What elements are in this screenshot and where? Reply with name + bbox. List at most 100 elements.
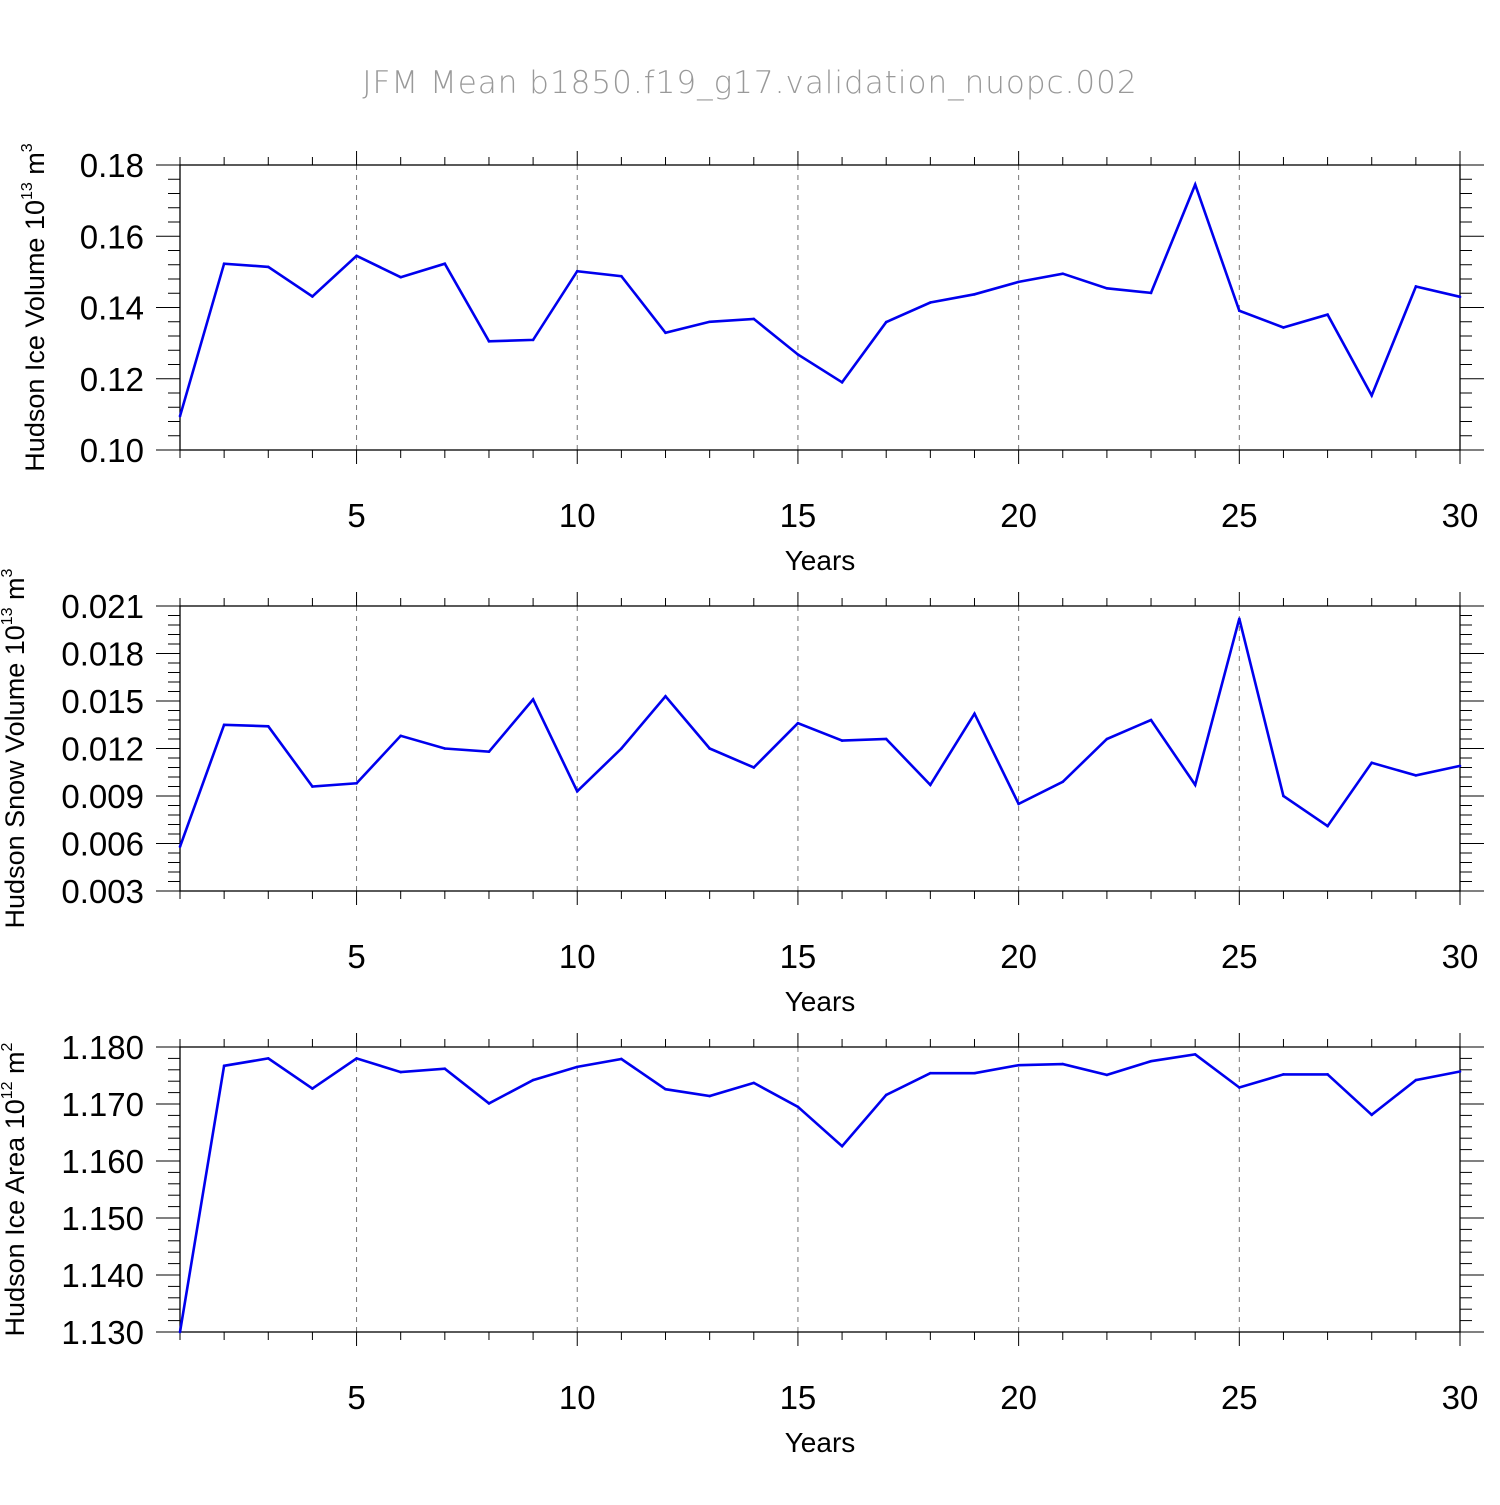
y-tick-label: 0.009 <box>61 778 144 815</box>
data-point <box>973 293 976 296</box>
y-tick-label: 1.140 <box>61 1257 144 1294</box>
data-point <box>1414 774 1418 777</box>
x-axis-label: Years <box>785 1427 856 1458</box>
data-point <box>884 320 888 324</box>
data-point <box>1370 1113 1374 1117</box>
x-tick-label: 25 <box>1221 1379 1258 1416</box>
data-point <box>973 1071 976 1075</box>
data-point <box>1017 802 1020 806</box>
y-tick-label: 0.10 <box>80 432 144 469</box>
data-point <box>1282 326 1285 329</box>
data-point <box>575 269 579 273</box>
data-point <box>1017 1063 1020 1067</box>
data-point <box>531 1078 535 1082</box>
data-point <box>884 1093 888 1097</box>
data-point <box>1105 286 1109 290</box>
plot-frame <box>179 1046 1461 1333</box>
data-point <box>1193 783 1197 787</box>
data-point <box>1282 794 1285 798</box>
data-point <box>222 1064 226 1068</box>
y-axis-label-unit-exponent: 2 <box>0 1042 16 1051</box>
x-axis-label: Years <box>785 545 856 576</box>
data-point <box>796 1105 800 1109</box>
data-point <box>708 320 711 324</box>
data-point <box>178 1330 182 1334</box>
y-axis-label-text: Hudson Ice Volume 10 <box>20 200 50 472</box>
y-axis-label: Hudson Ice Area 1012 m2 <box>0 1042 30 1336</box>
panel-3: 1.130 1.140 1.150 1.160 1.170 1.180 5 10 15 20 25 3… <box>0 1029 1484 1458</box>
data-point <box>531 698 535 701</box>
data-point <box>1326 313 1329 316</box>
y-axis-label-text: Hudson Snow Volume 10 <box>0 625 30 928</box>
data-point <box>708 747 711 750</box>
data-point <box>531 338 535 342</box>
x-tick-label: 10 <box>559 497 596 534</box>
data-point <box>1105 1073 1109 1077</box>
y-tick-label: 1.130 <box>61 1314 144 1351</box>
y-axis-label-text: Hudson Ice Area 10 <box>0 1099 30 1336</box>
x-tick-label: 30 <box>1442 497 1479 534</box>
data-point <box>664 331 667 335</box>
y-tick-label: 1.170 <box>61 1086 144 1123</box>
data-point <box>664 1087 667 1091</box>
x-tick-label: 20 <box>1000 938 1037 975</box>
data-point <box>752 766 756 769</box>
y-tick-label: 1.180 <box>61 1029 144 1066</box>
data-point <box>311 295 314 298</box>
y-tick-label: 1.150 <box>61 1200 144 1237</box>
data-point <box>443 262 447 265</box>
x-tick-label: 15 <box>780 497 817 534</box>
data-point <box>266 265 270 269</box>
panel-2: 0.003 0.006 0.009 0.012 0.015 0.018 0.021 5 10 15… <box>0 568 1484 1017</box>
data-point <box>752 317 756 321</box>
y-axis-label-unit: m <box>0 577 30 607</box>
data-point <box>840 739 844 742</box>
data-point <box>973 712 976 715</box>
data-point <box>840 381 844 384</box>
data-point <box>1149 718 1153 722</box>
x-tick-label: 30 <box>1442 1379 1479 1416</box>
y-axis-label-unit: m <box>0 1051 30 1081</box>
data-point <box>1061 272 1065 275</box>
data-point <box>796 721 800 725</box>
data-point <box>620 1057 623 1061</box>
data-point <box>1414 285 1418 288</box>
x-tick-label: 20 <box>1000 497 1037 534</box>
y-axis-label-exponent: 13 <box>19 182 36 200</box>
data-point <box>1414 1078 1418 1082</box>
y-tick-label: 0.018 <box>61 636 144 673</box>
data-point <box>1370 394 1374 397</box>
data-point <box>1238 309 1241 313</box>
data-point <box>796 353 800 356</box>
y-tick-label: 0.14 <box>80 290 144 327</box>
x-tick-label: 10 <box>559 1379 596 1416</box>
y-axis-label-exponent: 13 <box>0 607 16 625</box>
y-axis-label-unit-exponent: 3 <box>0 568 16 577</box>
data-point <box>1370 761 1374 765</box>
data-point <box>487 750 491 753</box>
y-tick-label: 0.015 <box>61 683 144 720</box>
data-point <box>1458 764 1462 768</box>
x-tick-label: 5 <box>347 938 365 975</box>
data-point <box>884 737 888 741</box>
data-point <box>575 789 579 793</box>
plot-frame <box>179 605 1461 892</box>
series-line <box>178 1053 1461 1333</box>
panel-1: 0.10 0.12 0.14 0.16 0.18 5 10 15 20 25 30 Years Huds… <box>19 143 1484 576</box>
data-point <box>1458 1070 1462 1073</box>
x-tick-label: 30 <box>1442 938 1479 975</box>
data-point <box>1238 617 1241 620</box>
data-point <box>1193 183 1197 186</box>
data-point <box>311 1087 314 1090</box>
data-point <box>266 1057 270 1060</box>
data-point <box>708 1094 711 1098</box>
data-point <box>575 1065 579 1069</box>
data-point <box>1149 1059 1153 1063</box>
y-axis-label-unit-exponent: 3 <box>19 143 36 152</box>
data-point <box>1326 1073 1329 1076</box>
data-point <box>1149 291 1153 295</box>
y-axis-label-exponent: 12 <box>0 1081 16 1099</box>
x-tick-label: 20 <box>1000 1379 1037 1416</box>
